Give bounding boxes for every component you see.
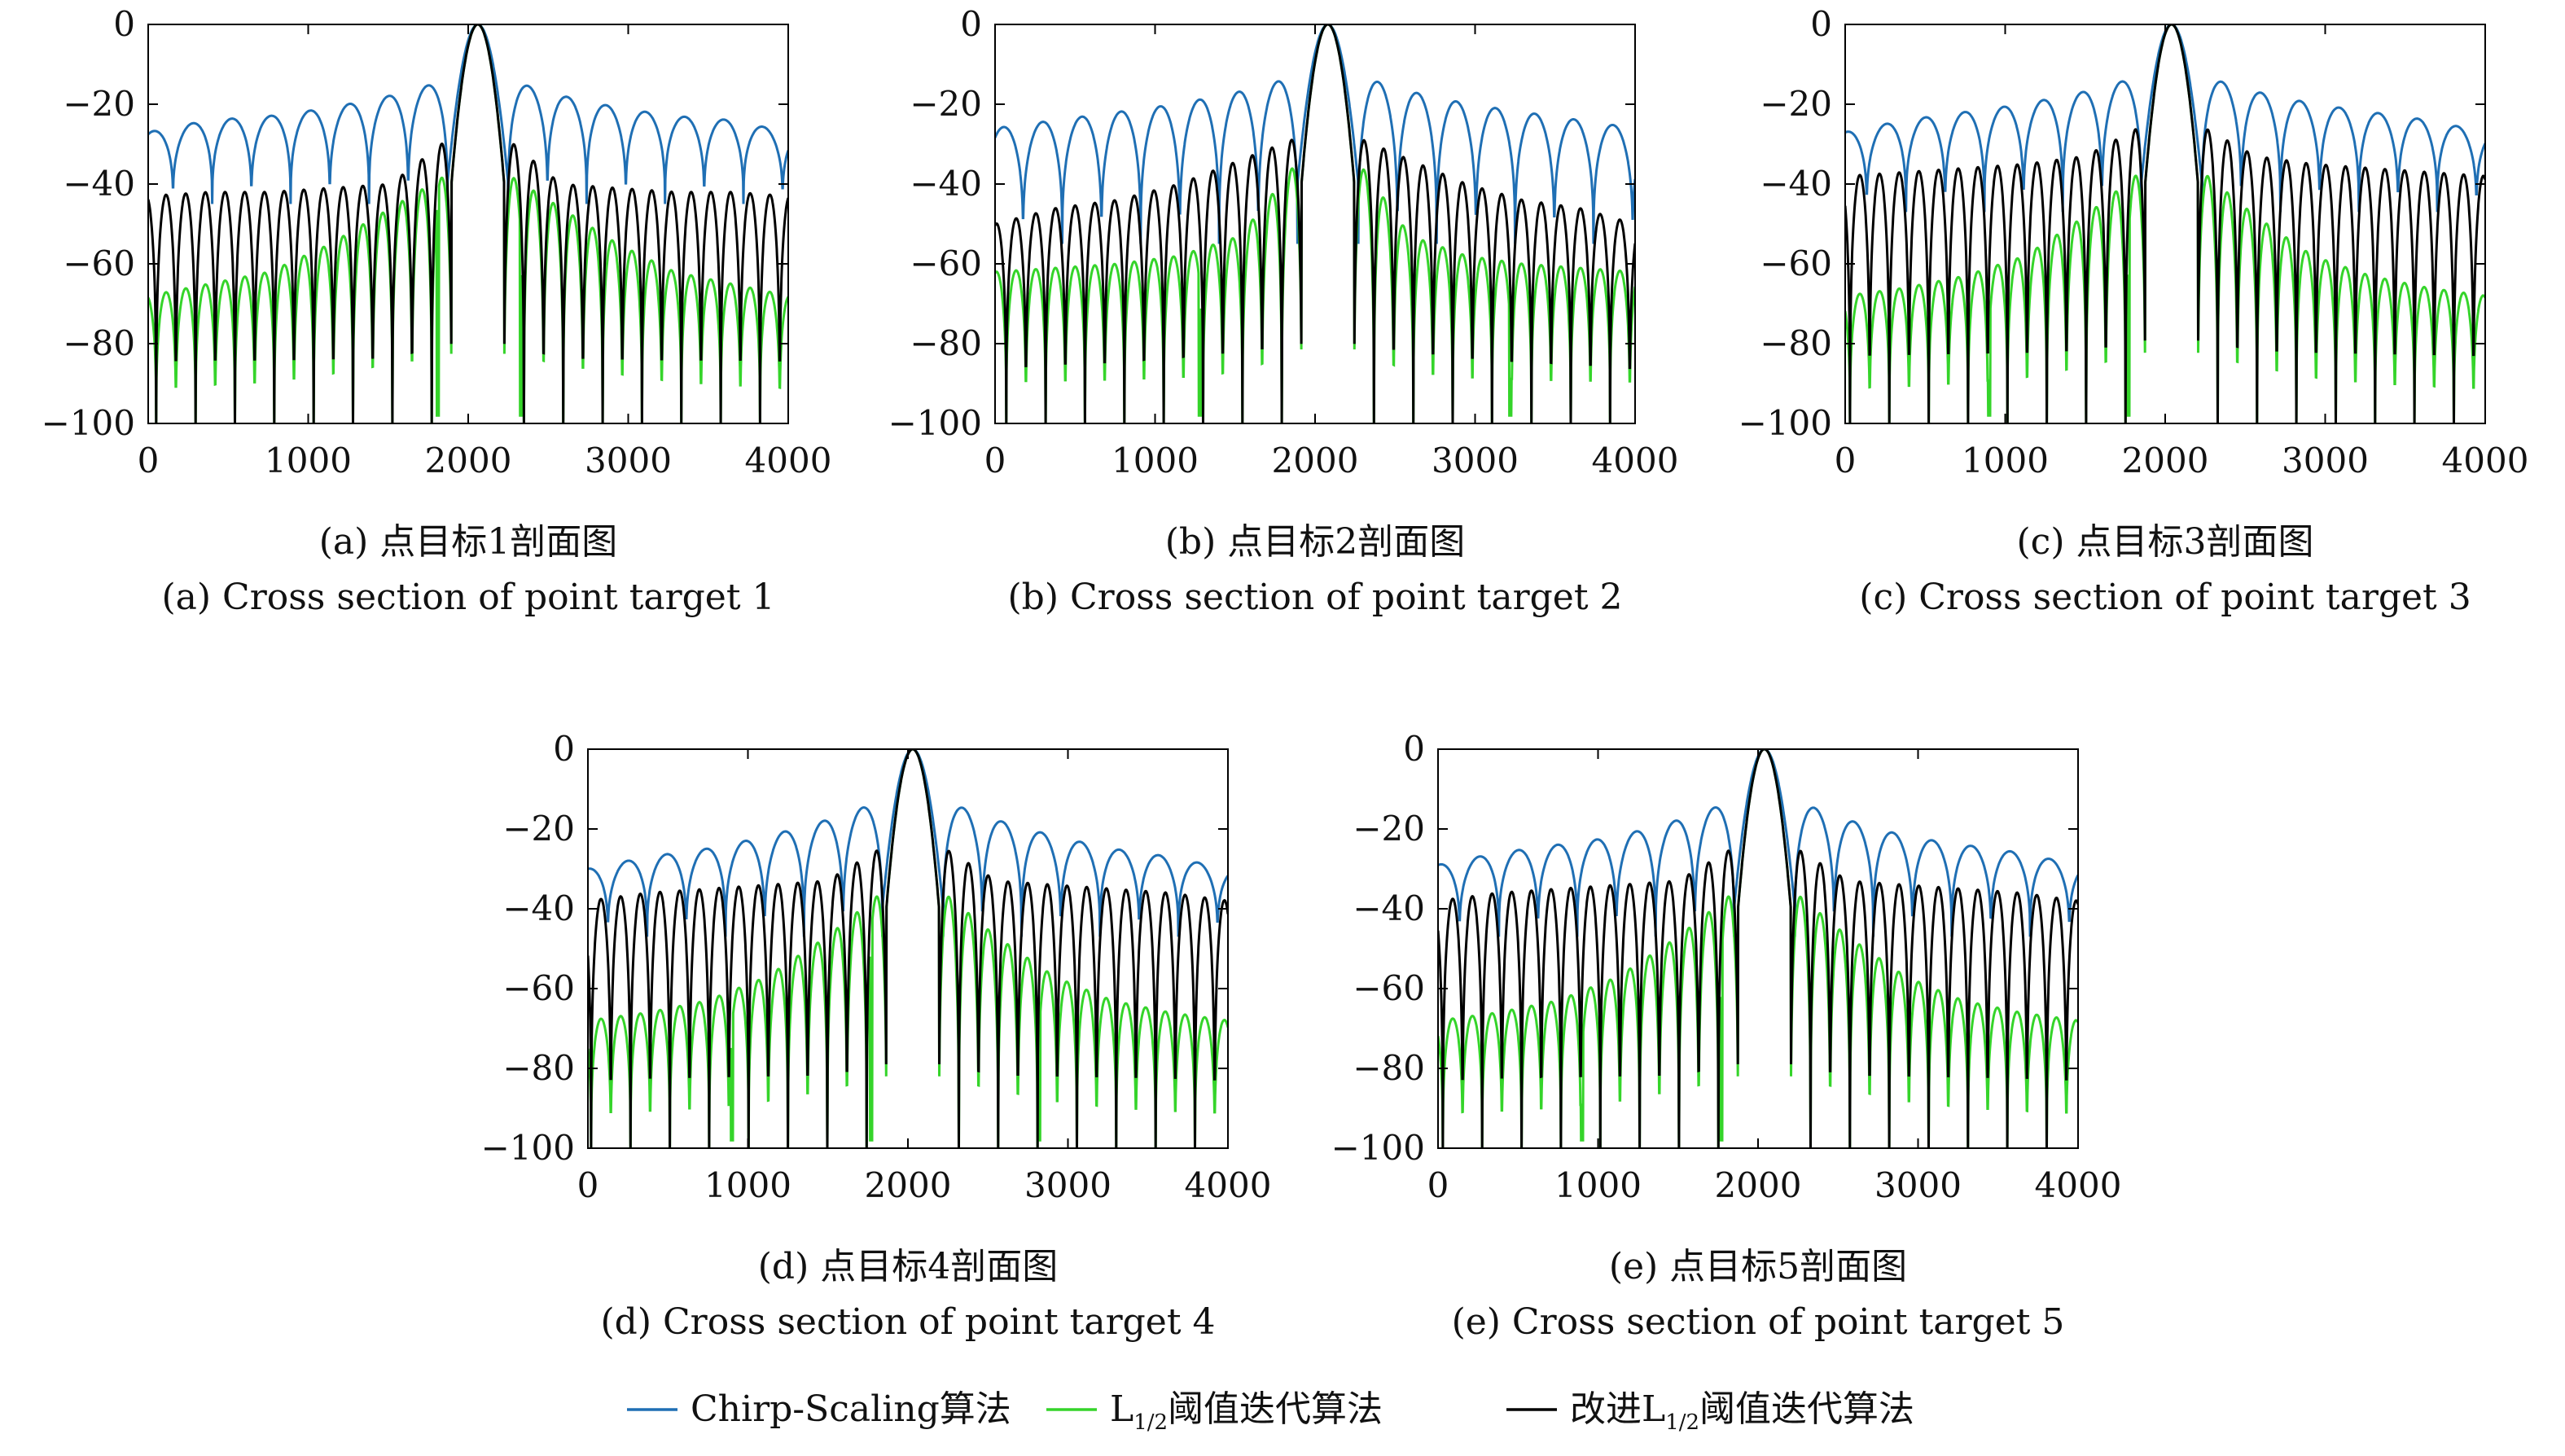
panel-caption-zh: (a) 点目标1剖面图 <box>319 521 618 563</box>
y-tick-label: −20 <box>502 809 575 849</box>
x-tick-label: 0 <box>1427 1165 1449 1205</box>
panel-caption-en: (e) Cross section of point target 5 <box>1452 1301 2065 1343</box>
y-tick-label: −100 <box>1738 403 1832 443</box>
y-tick-label: −80 <box>502 1048 575 1088</box>
series-line-imp <box>1845 24 2485 423</box>
x-tick-label: 0 <box>984 441 1006 480</box>
x-tick-label: 4000 <box>2442 441 2529 480</box>
y-tick-label: 0 <box>1403 729 1425 769</box>
x-tick-label: 2000 <box>2122 441 2209 480</box>
x-tick-label: 3000 <box>585 441 672 480</box>
x-tick-label: 2000 <box>865 1165 952 1205</box>
panel-caption-en: (a) Cross section of point target 1 <box>161 577 774 618</box>
y-tick-label: −20 <box>1760 84 1832 124</box>
legend-label: L1/2阈值迭代算法 <box>1110 1388 1383 1435</box>
panel-caption-zh: (b) 点目标2剖面图 <box>1165 521 1465 563</box>
panel-caption-en: (d) Cross section of point target 4 <box>601 1301 1216 1343</box>
x-tick-label: 3000 <box>1432 441 1519 480</box>
y-tick-label: −60 <box>502 968 575 1008</box>
plot-frame <box>1844 24 2486 424</box>
panel-caption-zh: (c) 点目标3剖面图 <box>2017 521 2314 563</box>
y-tick-label: −80 <box>1760 323 1832 363</box>
x-tick-label: 0 <box>577 1165 599 1205</box>
x-tick-label: 3000 <box>2282 441 2369 480</box>
legend-item-cs: Chirp-Scaling算法 <box>627 1388 1011 1430</box>
x-tick-label: 1000 <box>1962 441 2049 480</box>
y-tick-label: 0 <box>960 4 982 44</box>
x-tick-label: 0 <box>1835 441 1857 480</box>
legend-item-imp: 改进L1/2阈值迭代算法 <box>1506 1388 1914 1435</box>
x-tick-label: 1000 <box>265 441 352 480</box>
y-tick-label: −40 <box>502 888 575 928</box>
y-tick-label: −20 <box>63 84 135 124</box>
series-line-l12 <box>1845 24 2485 423</box>
plot-frame <box>1437 748 2079 1149</box>
y-tick-label: 0 <box>553 729 575 769</box>
y-tick-label: −80 <box>910 323 982 363</box>
y-tick-label: −40 <box>910 164 982 204</box>
y-tick-label: −60 <box>1760 243 1832 283</box>
panel-caption-en: (c) Cross section of point target 3 <box>1859 577 2471 618</box>
x-tick-label: 3000 <box>1874 1165 1962 1205</box>
x-tick-label: 4000 <box>1185 1165 1272 1205</box>
series-line-cs <box>995 24 1635 244</box>
series-line-imp <box>588 749 1228 1148</box>
chart-panel-3: 0−20−40−60−80−1000 1000 2000 3000 4000(c) 点目… <box>1738 4 2529 618</box>
y-tick-label: −60 <box>1353 968 1425 1008</box>
x-tick-label: 1000 <box>704 1165 791 1205</box>
y-tick-label: −20 <box>910 84 982 124</box>
y-tick-label: −100 <box>1331 1128 1425 1168</box>
x-tick-label: 3000 <box>1024 1165 1112 1205</box>
y-tick-label: −40 <box>1353 888 1425 928</box>
panel-caption-zh: (d) 点目标4剖面图 <box>758 1246 1058 1287</box>
x-tick-label: 4000 <box>745 441 832 480</box>
x-tick-label: 4000 <box>1592 441 1679 480</box>
y-tick-label: −40 <box>63 164 135 204</box>
x-tick-label: 0 <box>138 441 160 480</box>
x-tick-label: 1000 <box>1112 441 1199 480</box>
series-line-l12 <box>148 24 788 423</box>
chart-panel-2: 0−20−40−60−80−1000 1000 2000 3000 4000(b) 点目… <box>888 4 1679 618</box>
y-tick-label: −80 <box>1353 1048 1425 1088</box>
series-line-imp <box>1438 749 2078 1148</box>
chart-legend: Chirp-Scaling算法 L1/2阈值迭代算法 改进L1/2阈值迭代算法 <box>627 1388 1914 1435</box>
y-tick-label: −100 <box>42 403 135 443</box>
chart-panels: 0−20−40−60−80−1000 1000 2000 3000 4000(a) 点目… <box>42 4 2529 1343</box>
x-tick-label: 2000 <box>425 441 512 480</box>
y-tick-label: −60 <box>63 243 135 283</box>
legend-label: 改进L1/2阈值迭代算法 <box>1570 1388 1914 1435</box>
chart-panel-5: 0−20−40−60−80−1000 1000 2000 3000 4000(e) 点目… <box>1331 729 2122 1343</box>
y-tick-label: −100 <box>481 1128 575 1168</box>
x-tick-label: 1000 <box>1554 1165 1642 1205</box>
y-tick-label: −100 <box>888 403 982 443</box>
legend-item-l12: L1/2阈值迭代算法 <box>1046 1388 1383 1435</box>
y-tick-label: 0 <box>113 4 135 44</box>
x-tick-label: 4000 <box>2035 1165 2122 1205</box>
y-tick-label: −40 <box>1760 164 1832 204</box>
plot-frame <box>147 24 789 424</box>
y-tick-label: −20 <box>1353 809 1425 849</box>
series-line-l12 <box>1438 749 2078 1148</box>
panel-caption-zh: (e) 点目标5剖面图 <box>1609 1246 1907 1287</box>
legend-label: Chirp-Scaling算法 <box>691 1388 1011 1430</box>
series-line-imp <box>148 24 788 423</box>
chart-panel-4: 0−20−40−60−80−1000 1000 2000 3000 4000(d) 点目… <box>481 729 1272 1343</box>
y-tick-label: 0 <box>1810 4 1832 44</box>
series-line-imp <box>995 24 1635 423</box>
panel-caption-en: (b) Cross section of point target 2 <box>1008 577 1623 618</box>
series-line-cs <box>148 24 788 204</box>
x-tick-label: 2000 <box>1715 1165 1802 1205</box>
chart-panel-1: 0−20−40−60−80−1000 1000 2000 3000 4000(a) 点目… <box>42 4 832 618</box>
y-tick-label: −80 <box>63 323 135 363</box>
y-tick-label: −60 <box>910 243 982 283</box>
x-tick-label: 2000 <box>1272 441 1359 480</box>
